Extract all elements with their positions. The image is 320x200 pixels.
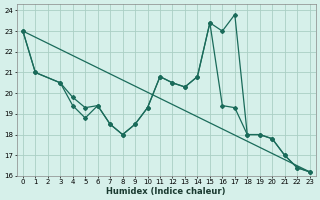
X-axis label: Humidex (Indice chaleur): Humidex (Indice chaleur) [107, 187, 226, 196]
